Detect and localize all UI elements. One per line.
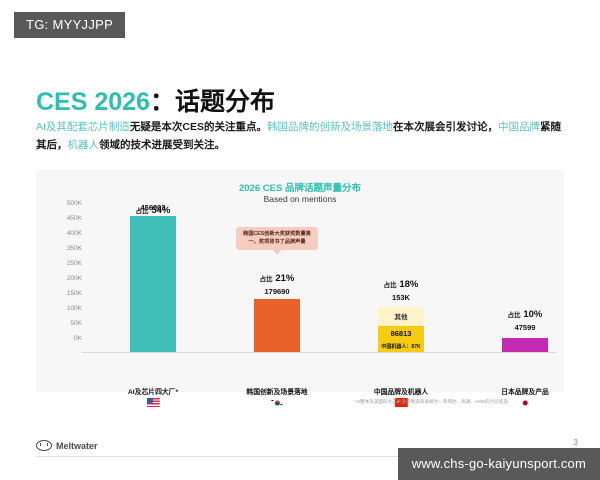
- chart-subtitle: Based on mentions: [263, 194, 337, 204]
- bar-value-label: 456003: [140, 203, 166, 212]
- paragraph-segment: 紧随其后，: [36, 121, 562, 151]
- bar-share-label: 占比 10%: [508, 309, 543, 320]
- x-axis-category-label: AI及芯片四大厂*: [128, 386, 178, 407]
- telegram-watermark-badge: TG: MYYJJPP: [14, 12, 126, 38]
- url-watermark-banner: www.chs-go-kaiyunsport.com: [397, 448, 600, 480]
- y-axis-tick: 350K: [66, 245, 82, 252]
- paragraph-segment: 韩国品牌的创新及场景落地: [267, 121, 394, 133]
- x-axis-baseline: [82, 352, 556, 353]
- y-axis-tick: 400K: [66, 230, 82, 237]
- meltwater-logo-icon: [36, 440, 52, 451]
- paragraph-segment: AI及其配套芯片制造: [36, 121, 130, 133]
- y-axis-tick: 250K: [66, 260, 82, 267]
- plot-area: 占比 54% 456003 AI及芯片四大厂* 韩国CES创新大奖获奖数量第一，…: [84, 200, 556, 407]
- footer-divider: [36, 456, 578, 457]
- bar-group-ai-chips[interactable]: 占比 54% 456003 AI及芯片四大厂*: [98, 200, 208, 407]
- bar-group-china[interactable]: 占比 18% 153K 其他 86813 中国机器人：87K 中国品牌及机器人: [346, 200, 456, 407]
- y-axis-tick: 150K: [66, 290, 82, 297]
- x-axis-category-label: 中国品牌及机器人: [374, 386, 428, 407]
- page-title-main: CES 2026: [36, 88, 150, 116]
- stack-segment-robots-sublabel: 中国机器人：87K: [381, 343, 421, 350]
- paragraph-segment: 机器人: [67, 139, 100, 151]
- y-axis-tick: 500K: [66, 200, 82, 207]
- meltwater-brand-text: Meltwater: [56, 440, 98, 451]
- category-text: AI及芯片四大厂*: [127, 389, 179, 396]
- share-prefix: 占比: [135, 208, 149, 215]
- china-flag-icon: [394, 398, 408, 407]
- x-axis-category-label: 日本品牌及产品: [501, 386, 549, 407]
- korea-annotation-callout: 韩国CES创新大奖获奖数量第一，奖项背书了品牌声量: [236, 227, 318, 250]
- x-axis-category-label: 韩国创新及场景落地: [246, 386, 308, 407]
- bar-share-label: 占比 54%: [136, 205, 171, 216]
- y-axis-tick: 450K: [66, 215, 82, 222]
- page-number: 3: [573, 438, 578, 447]
- y-axis-tick: 0K: [74, 335, 82, 342]
- bar-ai-chips[interactable]: [130, 216, 176, 352]
- summary-paragraph: AI及其配套芯片制造无疑是本次CES的关注重点。韩国品牌的创新及场景落地在本次展…: [36, 118, 566, 154]
- stack-segment-other-label: 其他: [394, 314, 408, 321]
- chart-footnote: *AI整体及美国四大芯片通讯制造商采样为：英伟达、高通、AMD的讨论提及: [353, 399, 509, 404]
- bar-japan[interactable]: [502, 338, 548, 352]
- chart-container: 2026 CES 品牌话题声量分布 Based on mentions 500K…: [36, 170, 564, 407]
- y-axis-tick: 100K: [66, 305, 82, 312]
- bar-share-label: 占比 18%: [384, 279, 419, 290]
- japan-flag-icon: [518, 398, 532, 407]
- paragraph-segment: 无疑是本次CES的关注重点。: [129, 121, 268, 133]
- slide-canvas: CES 2026：话题分布 AI及其配套芯片制造无疑是本次CES的关注重点。韩国…: [0, 60, 600, 460]
- bar-share-label: 占比 21%: [260, 273, 295, 284]
- share-prefix: 占比: [383, 282, 397, 289]
- share-value: 21%: [275, 273, 295, 284]
- share-value: 10%: [523, 309, 543, 320]
- category-text: 韩国创新及场景落地: [246, 389, 308, 396]
- bar-group-japan[interactable]: 占比 10% 47599 日本品牌及产品: [470, 200, 580, 407]
- bar-value-label: 179690: [264, 287, 290, 296]
- share-value: 18%: [399, 279, 419, 290]
- bar-korea[interactable]: [254, 299, 300, 352]
- bar-value-label: 47599: [514, 323, 536, 332]
- page-title-colon: ：: [149, 88, 175, 116]
- y-axis: 500K 450K 400K 350K 250K 200K 150K 100K …: [46, 200, 82, 352]
- bar-value-label: 153K: [392, 293, 410, 302]
- share-value: 54%: [151, 205, 171, 216]
- paragraph-segment: 中国品牌: [498, 121, 541, 133]
- y-axis-tick: 50K: [70, 320, 82, 327]
- category-text: 日本品牌及产品: [501, 389, 549, 396]
- paragraph-segment: 领域的技术进展受到关注。: [99, 139, 225, 151]
- page-title-sub: 话题分布: [174, 88, 275, 116]
- category-text: 中国品牌及机器人: [373, 389, 429, 396]
- share-prefix: 占比: [507, 312, 521, 319]
- korea-flag-icon: [270, 398, 284, 407]
- chart-title: 2026 CES 品牌话题声量分布: [239, 183, 361, 194]
- us-flag-icon: [146, 398, 160, 407]
- paragraph-segment: 在本次展会引发讨论，: [393, 121, 499, 133]
- bar-group-korea[interactable]: 韩国CES创新大奖获奖数量第一，奖项背书了品牌声量 占比 21% 179690 …: [222, 200, 332, 407]
- stack-segment-robots-value: 86813: [390, 329, 412, 338]
- bar-china-stacked[interactable]: [378, 307, 424, 352]
- meltwater-footer-logo: Meltwater: [36, 440, 98, 451]
- share-prefix: 占比: [259, 276, 273, 283]
- y-axis-tick: 200K: [66, 275, 82, 282]
- page-title: CES 2026：话题分布: [36, 82, 275, 118]
- bar-segment-china-robots[interactable]: [378, 326, 424, 352]
